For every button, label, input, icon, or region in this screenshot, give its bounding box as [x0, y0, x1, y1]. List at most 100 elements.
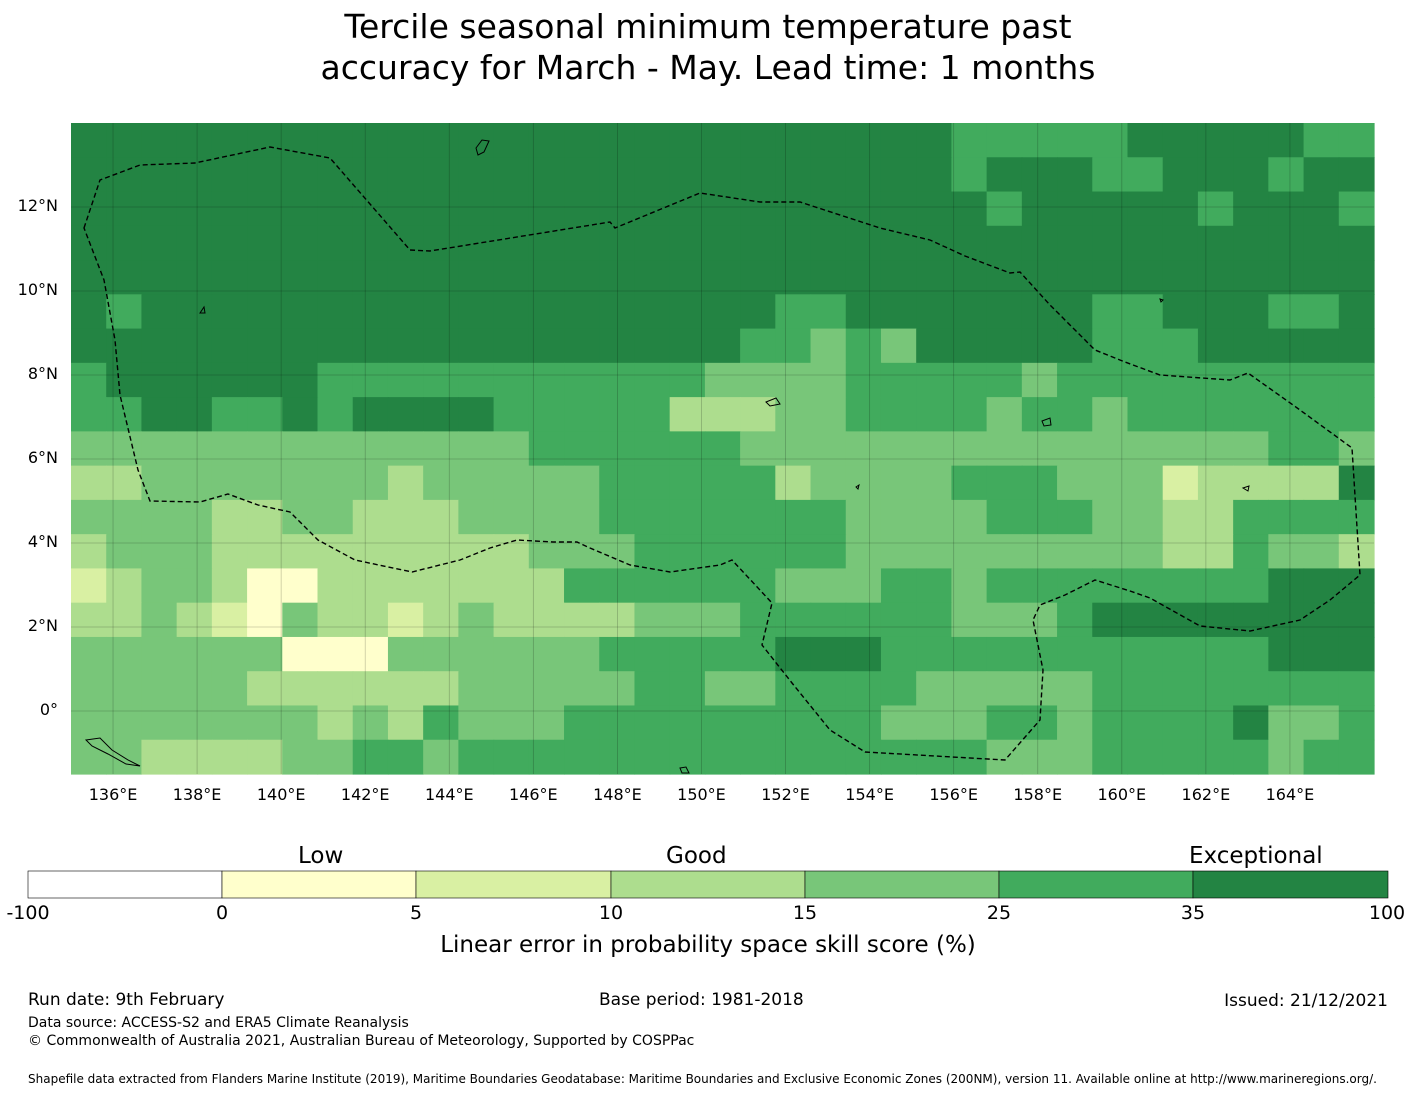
skill-cell	[986, 534, 1023, 570]
skill-cell	[564, 225, 600, 261]
skill-cell	[1197, 568, 1234, 604]
skill-cell	[1092, 225, 1129, 261]
skill-cell	[880, 362, 917, 398]
skill-cell	[282, 260, 319, 295]
skill-cell	[564, 534, 600, 570]
skill-cell	[916, 157, 953, 193]
colorbar-swatch	[221, 870, 417, 899]
skill-cell	[247, 294, 283, 330]
y-tick-label: 2°N	[27, 616, 58, 635]
skill-cell	[669, 671, 706, 707]
skill-cell	[1092, 362, 1129, 398]
skill-cell	[1338, 568, 1375, 604]
skill-cell	[986, 739, 1023, 775]
skill-cell	[775, 260, 812, 295]
skill-cell	[916, 568, 953, 604]
skill-cell	[458, 328, 495, 364]
skill-cell	[317, 225, 354, 261]
x-tick-label: 148°E	[593, 785, 642, 804]
skill-cell	[493, 705, 530, 741]
island-guam	[475, 139, 490, 156]
colorbar-tick: 15	[792, 902, 818, 924]
skill-cell	[352, 260, 389, 295]
skill-cell	[1303, 328, 1340, 364]
skill-cell	[493, 123, 530, 158]
skill-cell	[1021, 397, 1058, 432]
skill-cell	[1197, 123, 1234, 158]
skill-cell	[704, 294, 741, 330]
skill-cell	[704, 705, 741, 741]
skill-cell	[1303, 260, 1340, 295]
skill-cell	[211, 328, 248, 364]
skill-cell	[634, 294, 671, 330]
skill-cell	[1127, 191, 1164, 227]
skill-cell	[634, 534, 671, 570]
skill-cell	[493, 191, 530, 227]
skill-cell	[704, 739, 741, 775]
skill-cell	[775, 294, 812, 330]
skill-cell	[282, 191, 319, 227]
skill-cell	[845, 465, 882, 501]
skill-cell	[1268, 534, 1305, 570]
skill-cell	[1268, 397, 1305, 432]
skill-cell	[106, 705, 143, 741]
skill-cell	[1233, 671, 1269, 707]
skill-cell	[775, 739, 812, 775]
skill-cell	[704, 397, 741, 432]
base-period: Base period: 1981-2018	[599, 990, 804, 1010]
skill-cell	[810, 602, 847, 638]
skill-cell	[1303, 739, 1340, 775]
skill-cell	[211, 362, 248, 398]
colorbar-swatch	[27, 870, 223, 899]
skill-cell	[423, 534, 459, 570]
skill-cell	[845, 705, 882, 741]
skill-cell	[247, 431, 283, 467]
skill-cell	[211, 397, 248, 432]
skill-cell	[740, 534, 776, 570]
skill-cell	[916, 636, 953, 672]
skill-cell	[916, 671, 953, 707]
skill-cell	[951, 362, 988, 398]
skill-cell	[1303, 602, 1340, 638]
skill-cell	[669, 397, 706, 432]
map-area[interactable]	[71, 123, 1375, 775]
skill-cell	[1303, 157, 1340, 193]
skill-cell	[669, 499, 706, 535]
island-kosrae	[1241, 485, 1250, 492]
skill-cell	[740, 294, 776, 330]
skill-cell	[458, 636, 495, 672]
skill-cell	[1127, 260, 1164, 295]
skill-cell	[599, 739, 636, 775]
skill-cell	[528, 191, 565, 227]
skill-cell	[71, 397, 107, 432]
skill-cell	[740, 157, 776, 193]
colorbar-category-good: Good	[666, 843, 727, 869]
skill-cell	[352, 534, 389, 570]
skill-cell	[1021, 499, 1058, 535]
skill-cell	[141, 123, 178, 158]
skill-grid-cells	[71, 123, 1375, 775]
skill-cell	[282, 123, 319, 158]
skill-cell	[458, 465, 495, 501]
skill-cell	[1057, 671, 1093, 707]
skill-cell	[1338, 602, 1375, 638]
skill-cell	[493, 636, 530, 672]
skill-cell	[211, 534, 248, 570]
skill-cell	[951, 705, 988, 741]
x-tick-label: 146°E	[509, 785, 558, 804]
skill-cell	[951, 431, 988, 467]
skill-cell	[740, 260, 776, 295]
graticule	[71, 123, 1374, 774]
skill-cell	[458, 568, 495, 604]
skill-cell	[1233, 328, 1269, 364]
skill-cell	[528, 294, 565, 330]
skill-cell	[141, 671, 178, 707]
skill-cell	[1127, 636, 1164, 672]
skill-cell	[387, 636, 424, 672]
skill-cell	[141, 225, 178, 261]
skill-cell	[528, 157, 565, 193]
skill-cell	[1268, 671, 1305, 707]
skill-cell	[1127, 225, 1164, 261]
skill-cell	[1268, 294, 1305, 330]
skill-cell	[704, 328, 741, 364]
